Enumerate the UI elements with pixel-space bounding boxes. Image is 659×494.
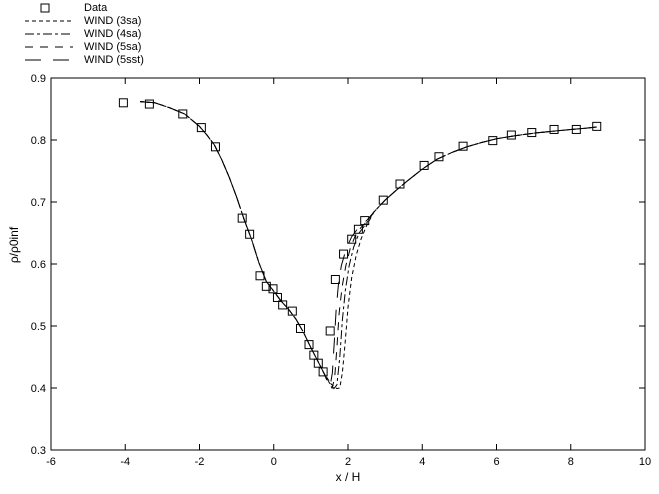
legend-line-swatch xyxy=(25,20,73,22)
legend-label: Data xyxy=(84,2,108,14)
data-point-marker xyxy=(245,229,255,239)
legend-label: WIND (4sa) xyxy=(84,28,142,40)
data-point-marker xyxy=(592,121,602,131)
data-point-marker xyxy=(118,98,128,108)
legend-line-swatch xyxy=(25,33,73,35)
model-curve xyxy=(140,101,597,388)
x-tick-label: 10 xyxy=(639,456,651,468)
data-point-marker xyxy=(318,367,328,377)
x-tick-label: 2 xyxy=(345,456,351,468)
data-point-marker xyxy=(330,275,340,284)
legend-row: WIND (5sst) xyxy=(24,54,144,66)
legend-row: WIND (4sa) xyxy=(24,28,144,40)
x-tick-label: 6 xyxy=(493,456,499,468)
legend-label: WIND (3sa) xyxy=(84,15,142,27)
data-point-marker xyxy=(360,216,370,226)
legend-marker-swatch xyxy=(40,3,50,13)
y-tick-label: 0.6 xyxy=(31,259,46,271)
data-point-marker xyxy=(278,300,288,310)
x-tick-label: -4 xyxy=(120,456,130,468)
data-point-marker xyxy=(549,124,559,134)
legend-label: WIND (5sa) xyxy=(84,41,142,53)
legend-line-swatch xyxy=(25,59,73,61)
data-point-marker xyxy=(287,306,297,316)
x-tick-label: 4 xyxy=(419,456,425,468)
data-point-marker xyxy=(196,123,206,133)
data-point-marker xyxy=(144,99,154,109)
legend-row: Data xyxy=(24,2,144,14)
y-tick-label: 0.4 xyxy=(31,383,46,395)
data-point-marker xyxy=(272,292,282,302)
data-point-marker xyxy=(527,128,537,138)
model-curve xyxy=(140,101,597,390)
y-tick-label: 0.7 xyxy=(31,197,46,209)
data-point-marker xyxy=(506,130,516,140)
x-tick-label: 0 xyxy=(271,456,277,468)
model-curve xyxy=(140,101,597,390)
data-point-marker xyxy=(325,326,335,336)
data-point-marker xyxy=(210,142,220,152)
legend-row: WIND (5sa) xyxy=(24,41,144,53)
data-point-marker xyxy=(378,195,388,205)
y-tick-label: 0.5 xyxy=(31,321,46,333)
y-axis-label: ρ/ρ0inf xyxy=(7,226,21,264)
legend-label: WIND (5sst) xyxy=(84,54,144,66)
x-tick-label: -2 xyxy=(195,456,205,468)
data-point-marker xyxy=(295,323,305,333)
x-axis-label: x / H xyxy=(335,470,361,484)
data-point-marker xyxy=(178,109,188,119)
model-curve xyxy=(140,101,597,390)
data-point-marker xyxy=(268,284,278,294)
y-tick-label: 0.3 xyxy=(31,445,46,457)
legend-line-swatch xyxy=(25,46,73,48)
y-tick-label: 0.9 xyxy=(31,73,46,85)
legend-row: WIND (3sa) xyxy=(24,15,144,27)
data-point-marker xyxy=(347,234,357,244)
chart-legend: Data WIND (3sa) WIND (4sa) WIND (5sa) WIND (… xyxy=(24,2,144,66)
square-marker-icon xyxy=(40,3,50,13)
x-tick-label: 8 xyxy=(568,456,574,468)
data-point-marker xyxy=(304,340,314,350)
x-tick-label: -6 xyxy=(46,456,56,468)
data-point-marker xyxy=(313,358,323,368)
y-tick-label: 0.8 xyxy=(31,135,46,147)
